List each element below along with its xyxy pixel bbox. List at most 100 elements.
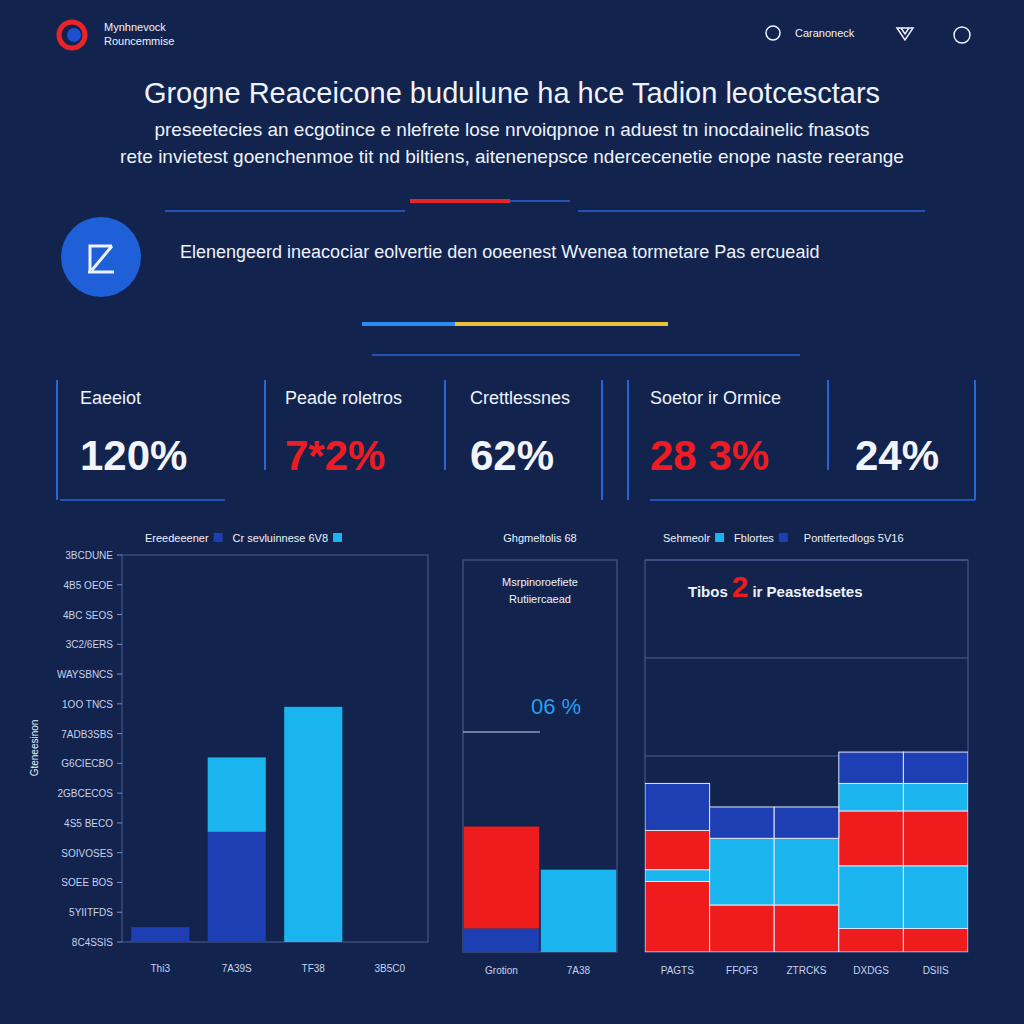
x-tick-label: 3B5C0: [374, 963, 405, 974]
title: Grogne Reaceicone budulune ha hce Tadion…: [144, 77, 880, 109]
bar: [903, 928, 968, 952]
kpi-value: 28 3%: [650, 432, 769, 479]
chart-title-part: Tibos: [688, 583, 728, 600]
tick-mark: [117, 882, 122, 883]
tick-mark: [117, 912, 122, 913]
grid-line: [645, 560, 968, 561]
y-tick-label: 5YIITFDS: [69, 907, 113, 918]
chart-title-part: ir Peastedsetes: [752, 583, 862, 600]
grid-line: [645, 658, 968, 659]
kpi-separator: [264, 380, 266, 470]
y-tick-label: 4S5 BECO: [64, 818, 113, 829]
x-tick-label: DXDGS: [853, 965, 889, 976]
bar: [710, 807, 775, 838]
divider: [455, 322, 668, 326]
y-tick-label: 8C4SSIS: [72, 937, 113, 948]
kpi-label: Peade roletros: [285, 388, 402, 408]
bar: [131, 927, 189, 942]
plot-frame: [122, 555, 428, 942]
y-axis-label: Gteneesinon: [29, 720, 40, 777]
nav-icon[interactable]: [897, 28, 913, 40]
y-tick-label: 7ADB3SBS: [61, 729, 113, 740]
legend-label: Cr sevluinnese 6V8: [233, 532, 328, 544]
bar: [464, 826, 539, 827]
kpi-separator: [601, 380, 603, 500]
bar: [284, 707, 342, 942]
tick-mark: [117, 703, 122, 704]
legend-label: Fblortes: [734, 532, 774, 544]
chart-note: Pontfertedlogs 5V16: [804, 532, 904, 544]
nav-icon[interactable]: [766, 26, 780, 40]
chart-title: Ghgmeltolis 68: [503, 532, 576, 544]
background: [0, 0, 1024, 1024]
logo-text: Mynhnevock: [104, 21, 166, 33]
x-tick-label: ZTRCKS: [787, 965, 827, 976]
kpi-label: Eaeeiot: [80, 388, 141, 408]
bars: [464, 827, 616, 952]
bar: [774, 807, 839, 838]
x-tick-label: DSIIS: [923, 965, 949, 976]
divider: [578, 210, 925, 212]
tick-mark: [117, 555, 122, 556]
y-tick-label: SOEE BOS: [61, 877, 113, 888]
tick-mark: [117, 942, 122, 943]
plot-frame: [463, 560, 617, 952]
tick-mark: [117, 763, 122, 764]
kpi-label: Soetor ir Ormice: [650, 388, 781, 408]
bar: [839, 752, 904, 783]
y-tick-label: 3BCDUNE: [65, 550, 113, 561]
legend-label: Sehmeolr: [663, 532, 710, 544]
bar: [774, 905, 839, 952]
plot-frame: [645, 560, 968, 952]
nav-icon[interactable]: [954, 27, 970, 43]
bar: [541, 870, 616, 952]
chart-title-part: 2: [732, 570, 749, 603]
annotation: 06 %: [531, 694, 581, 719]
y-tick-label: G6CIECBO: [61, 758, 113, 769]
y-tick-label: 2GBCECOS: [57, 788, 113, 799]
divider: [410, 199, 510, 203]
tick-mark: [117, 644, 122, 645]
bar: [464, 827, 539, 929]
bars: [131, 707, 342, 942]
logo-ring: [59, 22, 85, 48]
bar: [903, 752, 968, 783]
tick-mark: [117, 852, 122, 853]
logo-text: Rouncemmise: [104, 35, 174, 47]
bar: [361, 942, 419, 943]
tick-mark: [117, 614, 122, 615]
banner-icon-glyph: [88, 246, 114, 272]
bar: [464, 928, 539, 952]
x-tick-label: 7A38: [567, 965, 591, 976]
kpi-value: 7*2%: [285, 432, 385, 479]
chart-title: Tibos2ir Peastedsetes: [688, 570, 863, 603]
x-tick-label: FFOF3: [726, 965, 758, 976]
legend-swatch: [779, 533, 788, 542]
kpi-underline: [60, 499, 225, 501]
kpi-value: 62%: [470, 432, 554, 479]
tick-mark: [117, 822, 122, 823]
bar: [710, 905, 775, 952]
x-tick-label: PAGTS: [661, 965, 694, 976]
legend-label: Ereedeeener: [145, 532, 209, 544]
tick-mark: [117, 733, 122, 734]
kpi-value: 120%: [80, 432, 187, 479]
subtitle: rete invietest goenchenmoe tit nd biltie…: [120, 146, 904, 167]
bar: [839, 811, 904, 866]
divider: [510, 200, 570, 202]
y-tick-label: 1OO TNCS: [62, 699, 113, 710]
legend-swatch: [333, 533, 342, 542]
nav-link: Caranoneck: [795, 27, 855, 39]
bar: [131, 927, 189, 928]
chart-subtitle: Rutiiercaead: [509, 593, 571, 605]
tick-mark: [117, 674, 122, 675]
kpi-separator: [627, 380, 629, 500]
banner-text: Elenengeerd ineacociar eolvertie den ooe…: [180, 242, 819, 262]
bar: [208, 757, 266, 831]
y-tick-label: SOIVOSES: [61, 848, 113, 859]
kpi-separator: [827, 380, 829, 470]
bar: [645, 783, 710, 830]
tick-mark: [117, 584, 122, 585]
bar: [839, 928, 904, 952]
bar: [645, 881, 710, 952]
